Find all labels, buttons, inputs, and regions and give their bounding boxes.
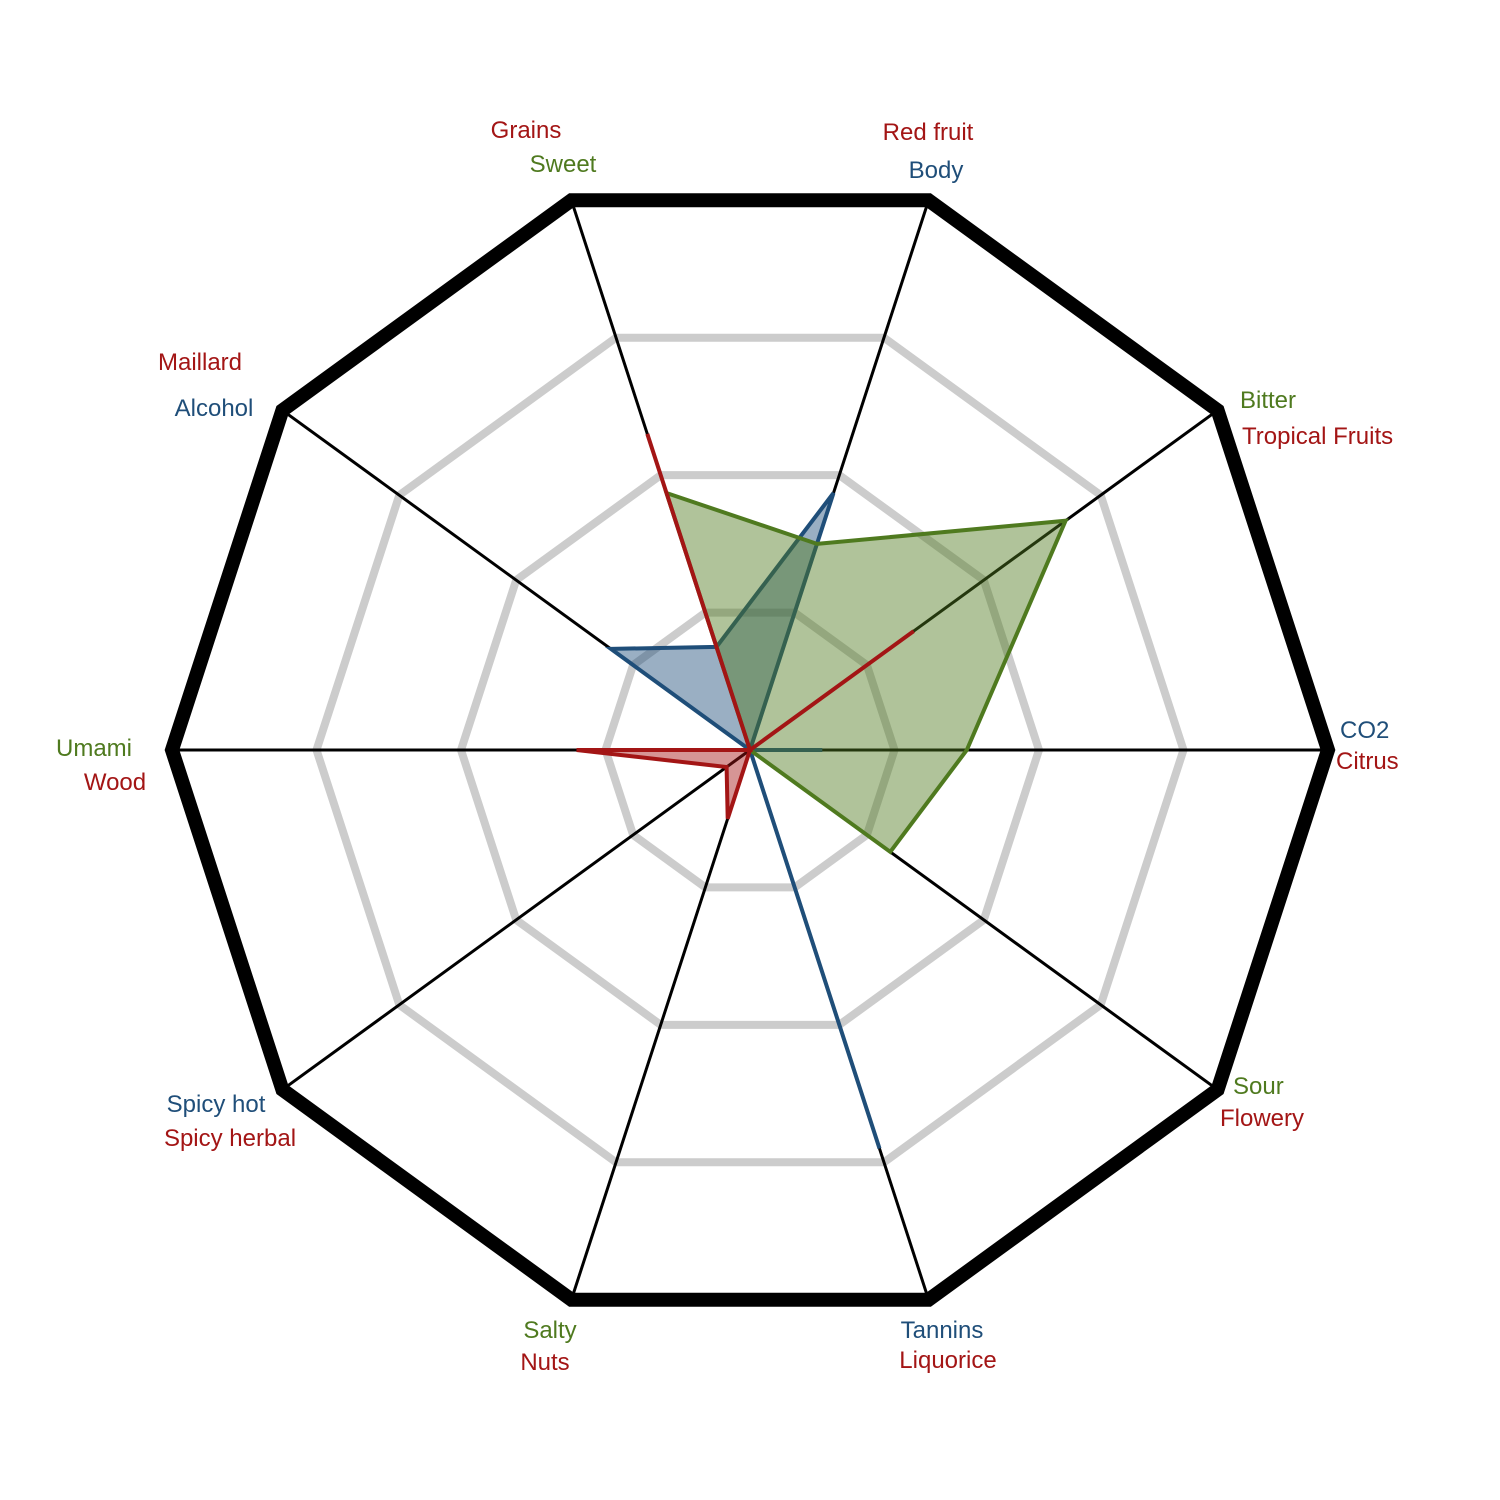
series-area-blue xyxy=(604,491,882,1150)
axis-label: Salty xyxy=(523,1317,576,1344)
axis-label: Umami xyxy=(56,735,132,762)
axis-label: Tannins xyxy=(901,1317,984,1344)
axis-label: Sweet xyxy=(530,151,597,178)
axis-label: CO2 xyxy=(1340,717,1389,744)
axis-label: Grains xyxy=(491,117,562,144)
axis-labels: Red fruit Body Bitter Tropical Fruits CO2 Cit… xyxy=(56,117,1399,1376)
axis-label: Red fruit xyxy=(883,119,974,146)
axis-label: Spicy herbal xyxy=(164,1125,296,1152)
axis-label: Maillard xyxy=(158,349,242,376)
axis-label: Nuts xyxy=(520,1349,569,1376)
axis-label: Liquorice xyxy=(899,1347,996,1374)
axis-label: Spicy hot xyxy=(167,1091,266,1118)
axis-label: Wood xyxy=(84,769,146,796)
axis-line xyxy=(281,748,751,1091)
axis-label: Sour xyxy=(1233,1073,1284,1100)
axis-label: Citrus xyxy=(1336,748,1399,775)
series-group xyxy=(576,433,1069,1150)
axis-label: Bitter xyxy=(1240,387,1296,414)
axis-label: Tropical Fruits xyxy=(1242,423,1393,450)
axis-label: Body xyxy=(909,157,964,184)
axis-line xyxy=(569,749,752,1301)
axis-label: Flowery xyxy=(1220,1105,1304,1132)
axis-label: Alcohol xyxy=(175,395,254,422)
outer-frame xyxy=(164,193,1336,1307)
series-area-red xyxy=(576,433,915,820)
